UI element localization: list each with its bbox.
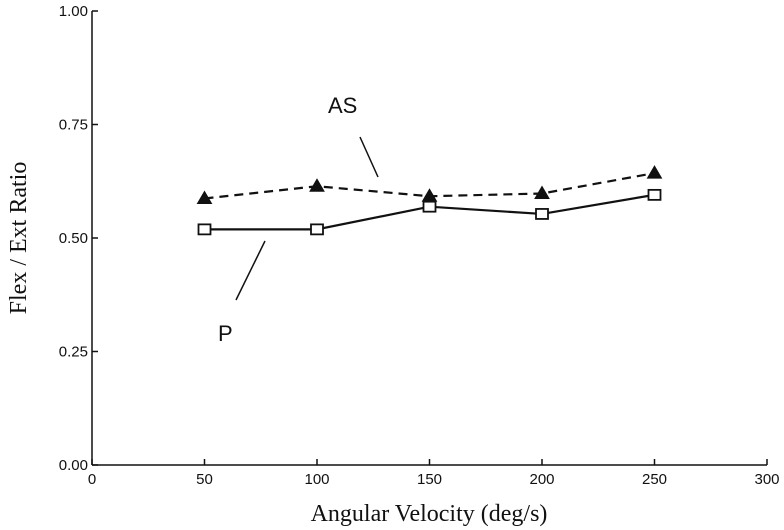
as-annotation: AS xyxy=(328,93,357,118)
data-point-as xyxy=(196,190,213,205)
y-tick-label: 1.00 xyxy=(59,3,88,20)
y-tick-label: 0.00 xyxy=(59,457,88,474)
y-axis-title: Flex / Ext Ratio xyxy=(6,162,32,315)
data-point-p xyxy=(535,208,549,220)
p-callout-line xyxy=(235,240,266,301)
x-tick-label: 200 xyxy=(529,471,554,488)
x-tick-label: 0 xyxy=(88,471,96,488)
data-point-as xyxy=(534,185,550,200)
x-tick-label: 50 xyxy=(196,471,213,488)
series-layer xyxy=(196,165,663,236)
x-tick-label: 150 xyxy=(417,471,442,488)
y-tick-label: 0.75 xyxy=(59,117,88,134)
x-tick-label: 250 xyxy=(642,471,667,488)
data-point-p xyxy=(647,188,662,201)
y-tick-label: 0.50 xyxy=(59,230,88,247)
data-point-p xyxy=(310,223,324,236)
x-tick-label: 300 xyxy=(754,471,779,488)
p-annotation: P xyxy=(218,321,233,346)
data-point-as xyxy=(309,178,325,192)
y-axis-ticks: 0.00 0.25 0.50 0.75 1.00 xyxy=(59,3,98,474)
data-point-as xyxy=(646,165,663,179)
y-tick-label: 0.25 xyxy=(59,344,88,361)
x-axis-title: Angular Velocity (deg/s) xyxy=(311,501,548,527)
x-axis-ticks: 0 50 100 150 200 250 300 xyxy=(88,459,780,488)
data-point-p xyxy=(197,223,212,236)
as-callout-line xyxy=(359,136,379,178)
data-point-p xyxy=(422,200,437,213)
x-tick-label: 100 xyxy=(304,471,329,488)
